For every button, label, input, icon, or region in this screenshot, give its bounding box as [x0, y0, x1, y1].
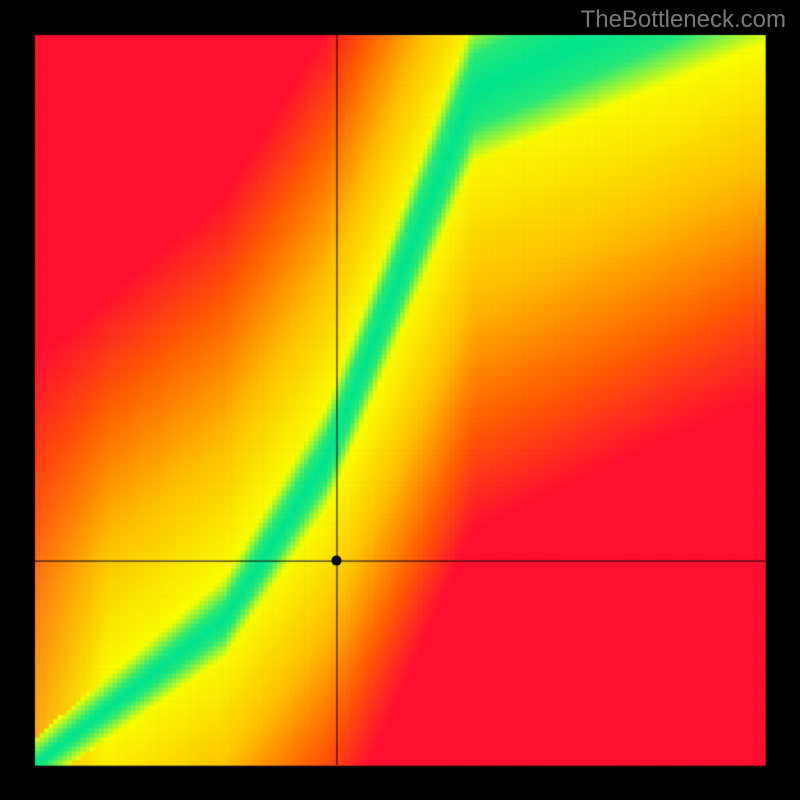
- heatmap-canvas: [0, 0, 800, 800]
- watermark-text: TheBottleneck.com: [581, 6, 786, 34]
- chart-container: TheBottleneck.com: [0, 0, 800, 800]
